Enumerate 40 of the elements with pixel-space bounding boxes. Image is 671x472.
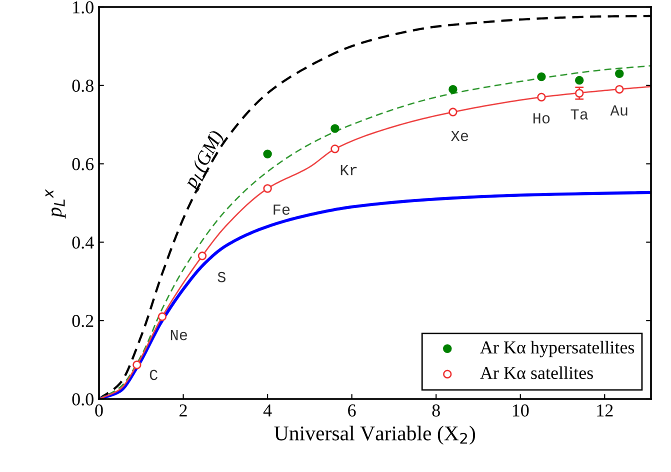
x-axis-title: Universal Variable (X$_{2}$) <box>274 426 476 445</box>
legend-label: Ar Kα hypersatellites <box>480 340 634 358</box>
annotation: Ta <box>570 109 588 120</box>
point <box>198 252 207 260</box>
point <box>263 150 272 158</box>
annotation: Ne <box>170 330 188 340</box>
point <box>448 108 458 116</box>
x-tick-label: 6 <box>348 404 356 417</box>
y-tick-label: 0.8 <box>72 80 94 92</box>
y-tick-label: 0.4 <box>72 236 94 249</box>
point <box>158 312 167 322</box>
annotation: Kr <box>340 165 357 176</box>
point <box>330 124 340 133</box>
y-tick-label: 0.0 <box>72 393 94 406</box>
x-tick-label: 0 <box>95 404 103 417</box>
x-tick-label: 12 <box>597 404 613 416</box>
x-tick-label: 10 <box>512 404 529 417</box>
annotation: Au <box>610 105 628 116</box>
point <box>448 84 458 94</box>
y-tick-label: 0.2 <box>72 314 94 328</box>
y-axis-title: p$_{L}$$^{x}$ <box>45 189 66 219</box>
point <box>615 84 624 94</box>
point <box>615 69 624 78</box>
x-tick-label: 4 <box>263 404 272 416</box>
annotation: Ho <box>533 113 550 124</box>
point <box>537 72 546 82</box>
annotation: Xe <box>451 130 468 142</box>
point <box>330 144 340 154</box>
legend-label: Ar Kα satellites <box>480 366 593 380</box>
annotation: C <box>150 370 158 380</box>
y-tick-label: 0.6 <box>72 158 94 170</box>
annotation: Fe <box>274 204 290 215</box>
point <box>263 184 272 193</box>
point <box>132 360 142 370</box>
x-tick-label: 2 <box>180 404 187 416</box>
y-tick-label: 1.0 <box>73 1 94 14</box>
x-tick-label: 8 <box>432 404 440 417</box>
point <box>574 76 584 85</box>
point <box>537 92 546 102</box>
annotation: S <box>218 272 226 282</box>
